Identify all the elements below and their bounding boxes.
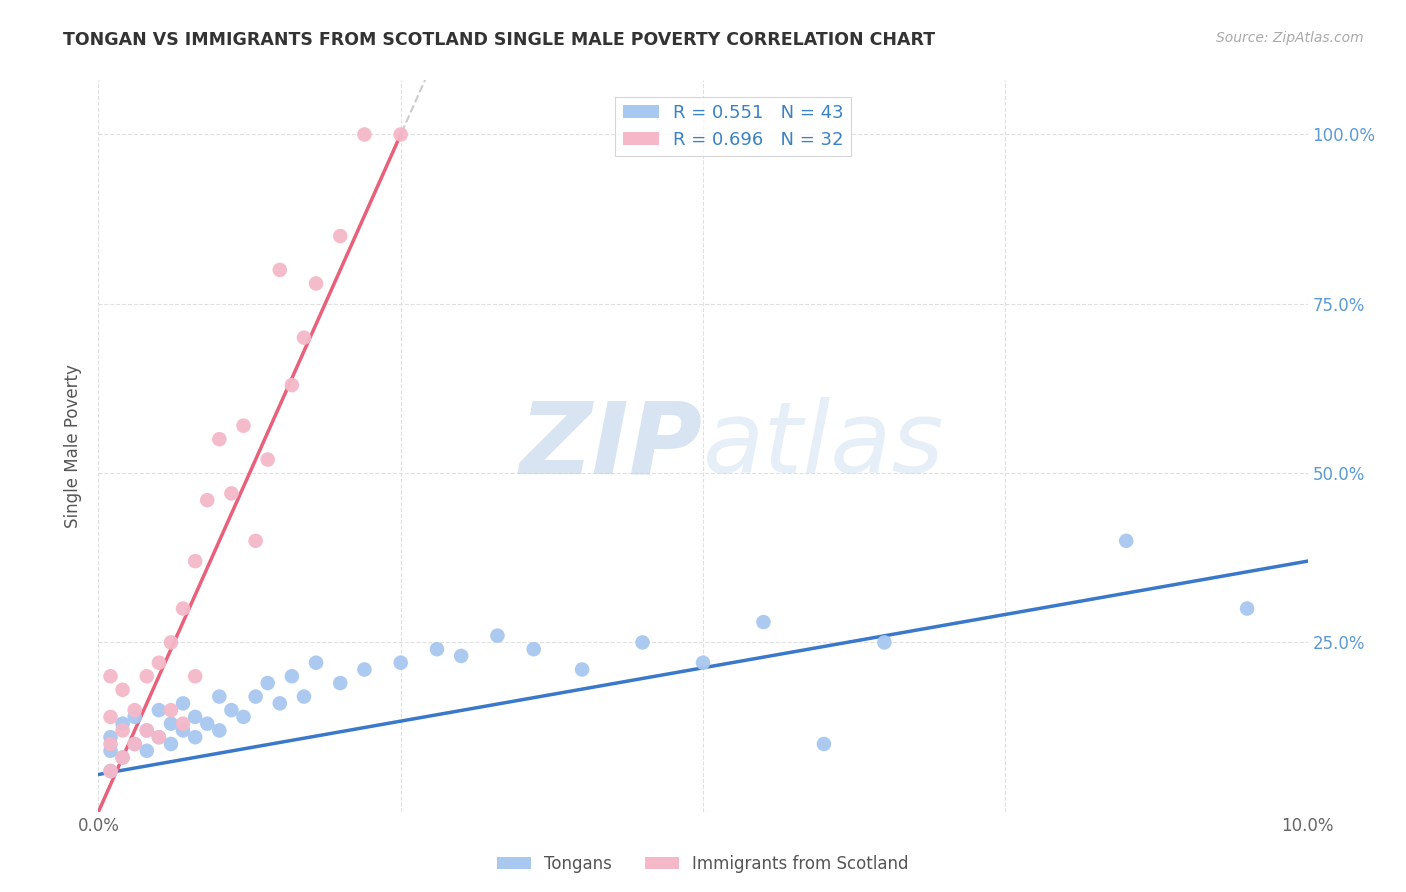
Point — [269, 263, 291, 277]
Y-axis label: Single Male Poverty: Single Male Poverty — [65, 364, 83, 528]
Point — [184, 710, 207, 724]
Point — [184, 554, 207, 568]
Point — [111, 723, 134, 738]
Point — [305, 277, 328, 291]
Point — [269, 697, 291, 711]
Point — [353, 128, 375, 142]
Point — [111, 682, 134, 697]
Point — [232, 710, 254, 724]
Point — [172, 716, 194, 731]
Point — [256, 452, 278, 467]
Point — [571, 663, 593, 677]
Point — [281, 669, 304, 683]
Point — [148, 730, 170, 744]
Point — [135, 744, 157, 758]
Point — [232, 418, 254, 433]
Point — [100, 710, 122, 724]
Point — [631, 635, 654, 649]
Point — [305, 656, 328, 670]
Point — [100, 764, 122, 778]
Point — [124, 737, 146, 751]
Point — [486, 629, 509, 643]
Point — [172, 697, 194, 711]
Point — [208, 432, 231, 446]
Text: TONGAN VS IMMIGRANTS FROM SCOTLAND SINGLE MALE POVERTY CORRELATION CHART: TONGAN VS IMMIGRANTS FROM SCOTLAND SINGL… — [63, 31, 935, 49]
Point — [111, 750, 134, 764]
Point — [523, 642, 546, 657]
Point — [111, 716, 134, 731]
Point — [160, 737, 183, 751]
Point — [160, 716, 183, 731]
Text: atlas: atlas — [703, 398, 945, 494]
Point — [245, 533, 267, 548]
Point — [245, 690, 267, 704]
Point — [208, 690, 231, 704]
Point — [100, 669, 122, 683]
Point — [100, 764, 122, 778]
Point — [389, 656, 412, 670]
Point — [221, 486, 243, 500]
Text: ZIP: ZIP — [520, 398, 703, 494]
Point — [873, 635, 896, 649]
Point — [329, 229, 352, 244]
Point — [184, 730, 207, 744]
Point — [135, 669, 157, 683]
Text: Source: ZipAtlas.com: Source: ZipAtlas.com — [1216, 31, 1364, 45]
Point — [752, 615, 775, 629]
Point — [100, 737, 122, 751]
Point — [813, 737, 835, 751]
Point — [292, 690, 315, 704]
Point — [124, 703, 146, 717]
Point — [148, 730, 170, 744]
Point — [160, 703, 183, 717]
Point — [100, 730, 122, 744]
Point — [353, 663, 375, 677]
Point — [256, 676, 278, 690]
Point — [692, 656, 714, 670]
Point — [208, 723, 231, 738]
Point — [329, 676, 352, 690]
Point — [135, 723, 157, 738]
Point — [135, 723, 157, 738]
Legend: R = 0.551   N = 43, R = 0.696   N = 32: R = 0.551 N = 43, R = 0.696 N = 32 — [616, 96, 851, 156]
Point — [160, 635, 183, 649]
Point — [1115, 533, 1137, 548]
Point — [292, 331, 315, 345]
Point — [195, 493, 218, 508]
Point — [184, 669, 207, 683]
Point — [426, 642, 449, 657]
Point — [148, 656, 170, 670]
Point — [172, 601, 194, 615]
Point — [100, 744, 122, 758]
Point — [281, 378, 304, 392]
Point — [124, 737, 146, 751]
Point — [221, 703, 243, 717]
Point — [172, 723, 194, 738]
Legend: Tongans, Immigrants from Scotland: Tongans, Immigrants from Scotland — [491, 848, 915, 880]
Point — [111, 750, 134, 764]
Point — [148, 703, 170, 717]
Point — [389, 128, 412, 142]
Point — [124, 710, 146, 724]
Point — [1236, 601, 1258, 615]
Point — [195, 716, 218, 731]
Point — [450, 648, 472, 663]
